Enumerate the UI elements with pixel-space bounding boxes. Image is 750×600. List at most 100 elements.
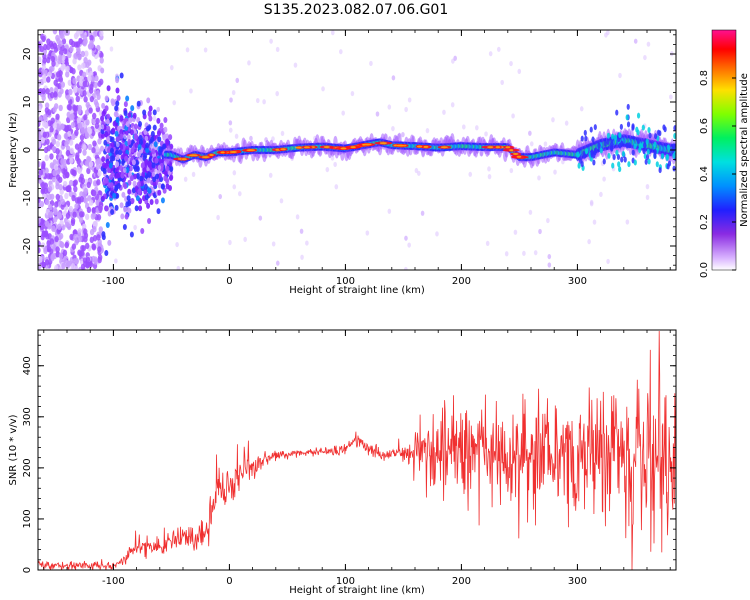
spectrogram-noise-mark xyxy=(38,262,42,270)
spectrogram-right-mark xyxy=(625,142,629,149)
spectrogram-faint-mark xyxy=(235,77,240,83)
spectrogram-noise-mark xyxy=(83,114,88,121)
spectrogram-right-mark xyxy=(618,166,622,173)
spectrogram-faint-mark xyxy=(468,171,473,177)
spectrogram-faint-mark xyxy=(123,162,128,168)
spectrogram-noise-mark xyxy=(46,240,51,247)
spectrogram-faint-mark xyxy=(391,75,396,81)
spectrogram-noise-mark xyxy=(41,261,47,269)
spectrogram-noise-mark xyxy=(80,50,86,58)
spectrogram-noise-mark xyxy=(43,182,49,189)
spectrogram-noise-mark xyxy=(65,212,71,219)
spectrogram-transition-mark xyxy=(152,124,157,131)
spectrogram-noise-mark xyxy=(91,243,96,250)
spectrogram-faint-mark xyxy=(453,55,457,61)
spectrogram-noise-mark xyxy=(96,214,102,221)
spectrogram-noise-mark xyxy=(85,61,90,69)
spectrogram-data xyxy=(38,30,676,270)
spectrogram-noise-mark xyxy=(82,149,87,156)
spectrogram-right-mark xyxy=(631,149,635,156)
spectrogram-right-mark xyxy=(658,167,662,174)
spectrogram-noise-mark xyxy=(40,136,45,144)
spectrogram-faint-mark xyxy=(262,99,266,105)
spectrogram-noise-mark xyxy=(78,211,84,218)
spectrogram-right-mark xyxy=(606,138,610,145)
spectrogram-noise-mark xyxy=(80,244,85,252)
spectrogram-faint-mark xyxy=(334,184,339,190)
spectrogram-peak-highlight xyxy=(516,155,522,158)
spectrogram-right-mark xyxy=(665,153,669,160)
spectrogram-noise-mark xyxy=(70,263,76,270)
spectrogram-noise-mark xyxy=(91,189,97,197)
spectrogram-faint-mark xyxy=(450,102,455,108)
snr-plot-area xyxy=(38,330,676,570)
spectrogram-noise-mark xyxy=(77,232,82,239)
spectrogram-noise-mark xyxy=(38,169,44,176)
spectrogram-transition-mark xyxy=(112,120,117,127)
spectrogram-transition-mark xyxy=(151,162,156,169)
spectrogram-peak-highlight xyxy=(495,146,501,149)
spectrogram-transition-mark xyxy=(134,142,139,149)
spectrogram-transition-mark xyxy=(105,222,110,229)
spectrogram-transition-mark xyxy=(109,147,114,154)
spectrogram-right-mark xyxy=(627,161,631,168)
spectrogram-noise-mark xyxy=(80,263,86,270)
spectrogram-right-mark xyxy=(646,148,650,155)
spectrogram-faint-mark xyxy=(547,262,552,268)
spectrogram-noise-mark xyxy=(56,211,62,218)
snr-x-label: Height of straight line (km) xyxy=(289,585,425,596)
spectrogram-noise-mark xyxy=(60,123,65,130)
spectrogram-faint-mark xyxy=(216,214,220,221)
spectrogram-faint-mark xyxy=(116,142,120,148)
spectrogram-transition-mark xyxy=(115,149,120,156)
spectrogram-transition-mark xyxy=(100,67,105,74)
spectrogram-noise-mark xyxy=(50,254,55,262)
spectrogram-faint-mark xyxy=(325,166,330,173)
spectrogram-noise-mark xyxy=(77,122,83,130)
snr-y-tick-label: 200 xyxy=(22,458,33,477)
spectrogram-right-mark xyxy=(583,152,587,159)
spectrogram-faint-mark xyxy=(249,135,253,141)
snr-frame xyxy=(37,329,677,571)
spectrogram-right-mark xyxy=(658,130,662,137)
spectrogram-transition-mark xyxy=(130,146,135,153)
spectrogram-transition-mark xyxy=(104,205,109,212)
spectrogram-faint-mark xyxy=(645,194,650,200)
spectrogram-right-mark xyxy=(633,159,637,166)
spectrogram-transition-mark xyxy=(111,155,116,162)
spectrogram-noise-mark xyxy=(41,35,46,43)
spectrogram-right-mark xyxy=(590,149,594,156)
spectrogram-transition-mark xyxy=(149,199,154,206)
spectrogram-faint-mark xyxy=(387,104,392,110)
spectrogram-transition-mark xyxy=(123,183,128,190)
spectrogram-noise-mark xyxy=(76,166,81,173)
spectrogram-noise-mark xyxy=(89,95,95,103)
spectrogram-noise-mark xyxy=(67,185,72,193)
spectrogram-right-mark xyxy=(621,150,626,157)
spectrogram-noise-mark xyxy=(43,121,49,129)
spectrogram-transition-mark xyxy=(125,167,130,174)
spectrogram-right-mark xyxy=(672,152,676,159)
spectrogram-noise-mark xyxy=(55,113,60,120)
colorbar-tick-label: 0.8 xyxy=(699,70,710,86)
spectrogram-faint-mark xyxy=(401,132,405,138)
spectrogram-faint-mark xyxy=(599,191,603,197)
spectrogram-transition-mark xyxy=(123,206,128,213)
spectrogram-faint-mark xyxy=(203,47,208,53)
spectrogram-y-tick-label: 0 xyxy=(22,147,33,153)
spectrogram-faint-mark xyxy=(279,198,284,204)
spectrogram-noise-mark xyxy=(38,197,41,204)
spectrogram-transition-mark xyxy=(140,227,145,234)
spectrogram-right-mark xyxy=(584,135,588,142)
spectrogram-noise-mark xyxy=(79,195,85,203)
spectrogram-noise-mark xyxy=(55,140,60,148)
spectrogram-noise-mark xyxy=(60,64,65,72)
spectrogram-noise-mark xyxy=(49,43,55,50)
spectrogram-faint-mark xyxy=(268,172,273,178)
spectrogram-transition-mark xyxy=(124,213,129,220)
spectrogram-transition-mark xyxy=(102,162,107,169)
spectrogram-faint-mark xyxy=(497,46,501,52)
spectrogram-transition-mark xyxy=(116,94,121,101)
spectrogram-transition-mark xyxy=(136,100,141,107)
spectrogram-transition-mark xyxy=(147,171,152,178)
